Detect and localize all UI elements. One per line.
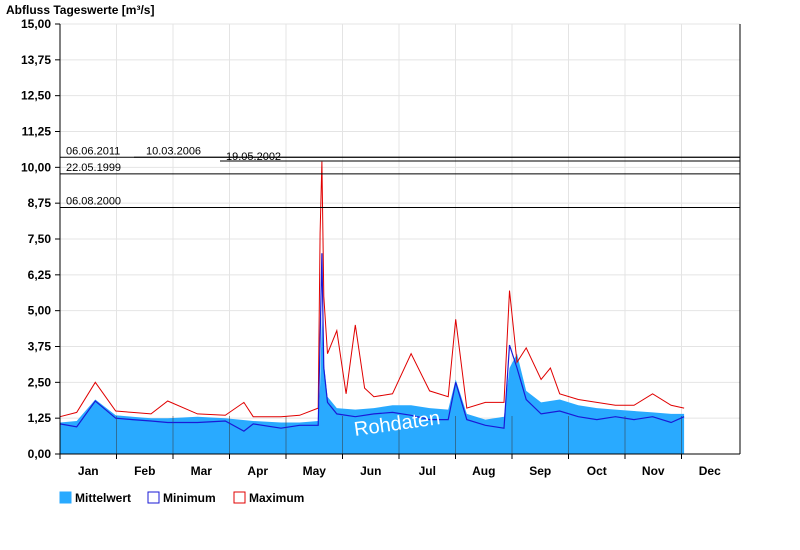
y-tick-label: 10,00 — [21, 160, 51, 174]
legend-swatch — [59, 491, 72, 504]
legend-label: Maximum — [249, 491, 304, 505]
x-tick-label: Jun — [360, 464, 381, 478]
reference-line-label: 06.06.2011 — [66, 145, 120, 157]
x-tick-label: Jan — [78, 464, 99, 478]
reference-lines: 06.06.2011 10.03.2006 19.05.2002 22.05.1999… — [60, 145, 740, 208]
y-tick-label: 15,00 — [21, 17, 51, 31]
series-line-minimum — [59, 253, 685, 432]
x-tick-label: Sep — [529, 464, 551, 478]
x-tick-label: Mar — [191, 464, 213, 478]
y-tick-label: 12,50 — [21, 89, 51, 103]
y-tick-label: 0,00 — [28, 447, 52, 461]
y-tick-label: 7,50 — [28, 232, 52, 246]
y-tick-label: 5,00 — [28, 304, 52, 318]
x-tick-label: Nov — [642, 464, 665, 478]
x-tick-label: Jul — [419, 464, 436, 478]
x-tick-label: Apr — [247, 464, 268, 478]
legend-swatch — [147, 491, 160, 504]
reference-line-label: 06.08.2000 — [66, 195, 121, 207]
legend-label: Minimum — [163, 491, 216, 505]
x-tick-label: Dec — [699, 464, 721, 478]
y-tick-label: 3,75 — [28, 340, 52, 354]
y-tick-label: 8,75 — [28, 196, 52, 210]
legend-label: Mittelwert — [75, 491, 131, 505]
x-tick-label: May — [303, 464, 327, 478]
reference-line-label: 19.05.2002 — [226, 151, 281, 163]
reference-line-label: 10.03.2006 — [146, 145, 201, 157]
series-area-mittelwert — [60, 316, 685, 454]
reference-line-label: 22.05.1999 — [66, 162, 121, 174]
series-group — [59, 161, 685, 454]
grid-lines — [60, 23, 740, 454]
y-tick-label: 13,75 — [21, 53, 51, 67]
axes: 0,00 1,25 2,50 3,75 5,00 6,25 7,50 8,75 10,00 11,… — [21, 17, 741, 478]
y-tick-label: 1,25 — [28, 411, 52, 425]
series-line-maximum — [59, 161, 685, 418]
y-tick-label: 2,50 — [28, 375, 52, 389]
x-tick-label: Aug — [472, 464, 495, 478]
legend-swatch — [233, 491, 246, 504]
x-tick-label: Feb — [134, 464, 155, 478]
legend[interactable]: Mittelwert Minimum Maximum — [59, 491, 304, 505]
y-tick-label: 11,25 — [22, 125, 52, 139]
y-tick-label: 6,25 — [28, 268, 52, 282]
x-tick-label: Oct — [587, 464, 607, 478]
chart-title: Abfluss Tageswerte [m³/s] — [6, 3, 154, 17]
